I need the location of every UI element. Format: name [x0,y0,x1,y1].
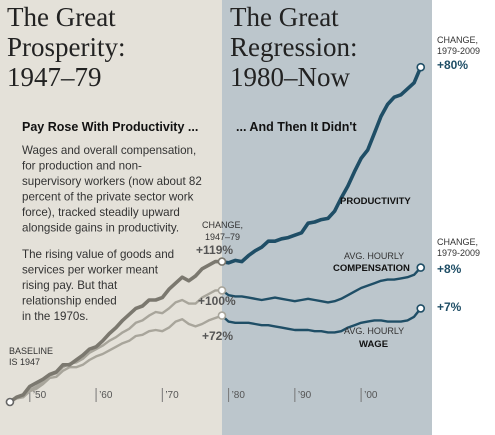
annotation: +119% [196,243,233,257]
point-marker [217,257,227,266]
point-marker [416,304,426,313]
paragraph-line: rising pay. But that [22,279,118,292]
paragraph-line: Wages and overall compensation, [22,144,196,157]
point-marker [217,286,227,295]
paragraph-line: The rising value of goods and [22,248,174,261]
paragraph-line: services per worker meant [22,264,159,277]
x-tick-label: ’80 [232,390,246,401]
point-marker [416,62,426,72]
paragraph-line: percent of the private sector work [22,191,194,204]
heading-line: Regression: [230,32,358,62]
point-marker [217,311,227,320]
heading-line: 1947–79 [7,62,102,92]
annotation: +72% [202,329,233,343]
heading-line: 1980–Now [230,62,350,92]
annotation: 1979-2009 [437,248,480,258]
plot: ’50 ’60 ’70 ’80 ’90 ’00 [5,62,426,407]
annotations: CHANGE, 1947–79 +119% +100% +72% CHANGE,… [9,35,480,367]
point-marker [416,263,426,272]
series-label: COMPENSATION [333,263,410,274]
annotation: 1947–79 [205,232,240,242]
heading-line: The Great [7,2,116,32]
annotation: BASELINE [9,346,53,356]
annotation: IS 1947 [9,357,40,367]
series-line [9,307,422,404]
paragraph-line: force), tracked steadily upward [22,206,180,219]
series-label: WAGE [359,339,388,350]
x-tick-label: ’60 [99,390,113,401]
paragraphs: Wages and overall compensation, for produ… [22,144,202,323]
paragraph-line: supervisory workers (now about 82 [22,175,202,188]
annotation: CHANGE, [437,35,478,45]
baseline-marker [5,397,15,407]
paragraph-line: in the 1970s. [22,310,88,323]
annotation: +80% [437,58,468,72]
series-label: AVG. HOURLY [344,251,404,261]
annotation: +100% [198,294,236,308]
series-label: AVG. HOURLY [344,326,404,336]
paragraph-line: for production and non- [22,160,142,173]
series-line [8,66,423,404]
paragraph-line: relationship ended [22,295,117,308]
heading-line: The Great [230,2,339,32]
x-tick-label: ’90 [298,390,312,401]
annotation: 1979-2009 [437,46,480,56]
annotation: +7% [437,300,462,314]
series-label: PRODUCTIVITY [340,196,411,207]
subtitle: ... And Then It Didn't [236,120,357,134]
series-line [9,266,422,403]
panel-left [0,0,222,435]
x-tick-label: ’00 [364,390,378,401]
paragraph-line: alongside gains in productivity. [22,222,179,235]
annotation: CHANGE, [437,237,478,247]
annotation: +8% [437,262,462,276]
x-tick-label: ’50 [33,390,47,401]
x-tick-label: ’70 [165,390,179,401]
headings: The Great Prosperity: 1947–79 The Great … [7,2,358,134]
heading-line: Prosperity: [7,32,126,62]
subtitle: Pay Rose With Productivity ... [22,120,198,134]
annotation: CHANGE, [202,220,243,230]
